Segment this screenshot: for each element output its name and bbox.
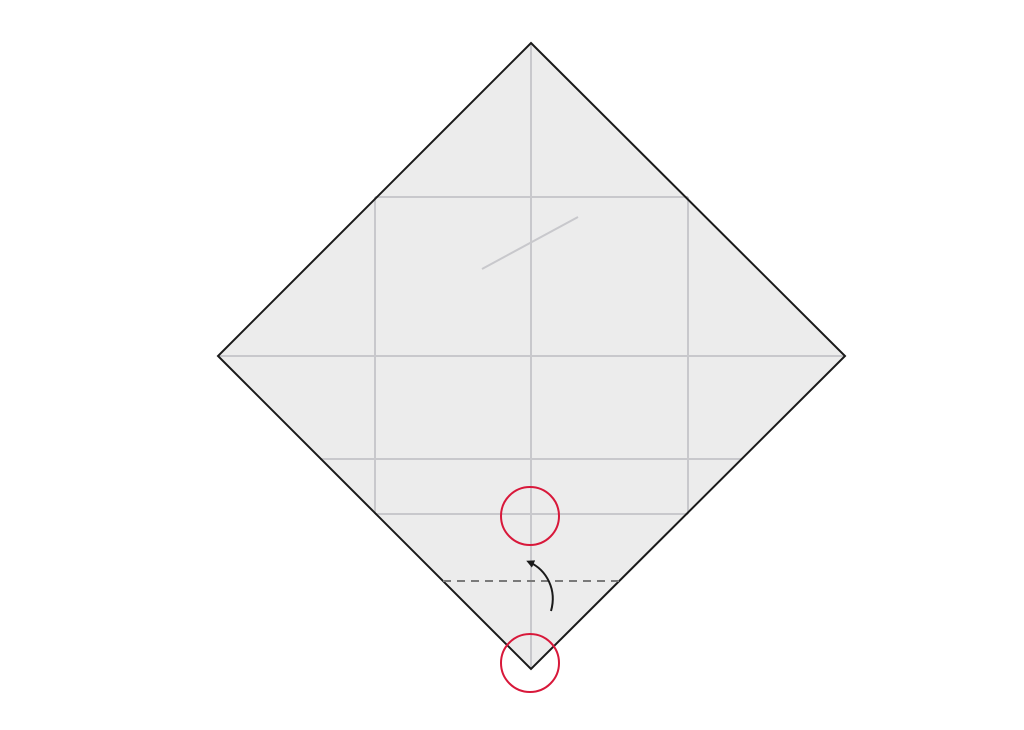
fold-arrow [526,560,554,612]
corner-point-marker [500,633,560,693]
crease-lines [218,43,845,669]
crease-diagonal-short [481,216,579,270]
target-point-marker [500,486,560,546]
paper-outline [216,41,847,671]
